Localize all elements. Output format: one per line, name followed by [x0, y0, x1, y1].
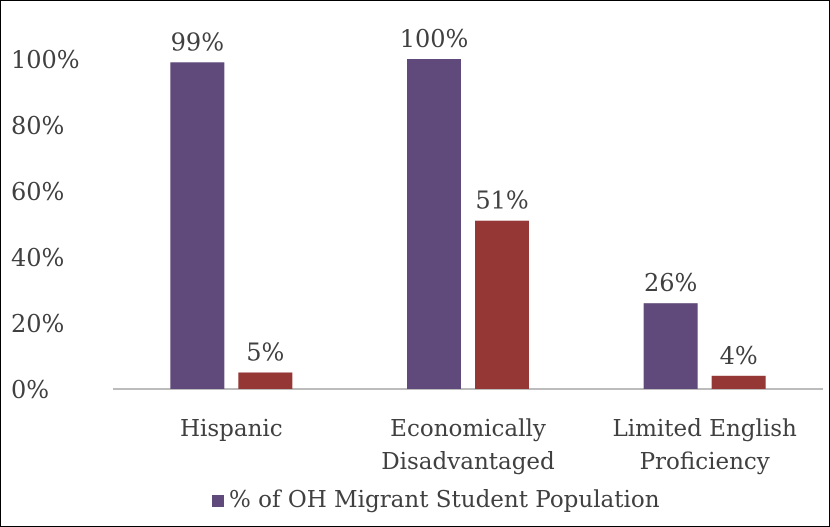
- data-label: 99%: [171, 28, 224, 56]
- bar: [170, 62, 225, 390]
- x-category-label: Proficiency: [640, 449, 770, 475]
- bar: [643, 303, 698, 389]
- legend-swatch: [212, 495, 224, 507]
- y-tick-label: 40%: [11, 244, 64, 272]
- x-axis-categories: Hispanic Economically Disadvantaged Limited…: [180, 416, 797, 475]
- data-label: 5%: [246, 339, 284, 367]
- y-tick-label: 60%: [11, 178, 64, 206]
- x-category-label: Economically: [390, 416, 546, 442]
- data-label: 4%: [720, 342, 758, 370]
- data-label: 26%: [644, 269, 697, 297]
- bar: [475, 220, 529, 389]
- bar: [407, 59, 461, 389]
- y-axis-ticks: 0% 20% 40% 60% 80% 100%: [11, 46, 80, 404]
- legend-label: % of OH Migrant Student Population: [229, 487, 660, 513]
- y-tick-label: 80%: [11, 112, 64, 140]
- x-category-label: Hispanic: [180, 416, 283, 442]
- data-label: 51%: [475, 187, 528, 215]
- bars: [170, 59, 766, 390]
- y-tick-label: 20%: [11, 310, 64, 338]
- legend: % of OH Migrant Student Population: [212, 487, 660, 513]
- x-category-label: Disadvantaged: [381, 449, 555, 475]
- bar: [238, 372, 293, 389]
- y-tick-label: 100%: [11, 46, 80, 74]
- bar: [711, 375, 766, 389]
- x-category-label: Limited English: [612, 416, 797, 442]
- data-label: 100%: [400, 25, 469, 53]
- data-labels: 99% 5% 100% 51% 26% 4%: [171, 25, 758, 370]
- y-tick-label: 0%: [11, 376, 49, 404]
